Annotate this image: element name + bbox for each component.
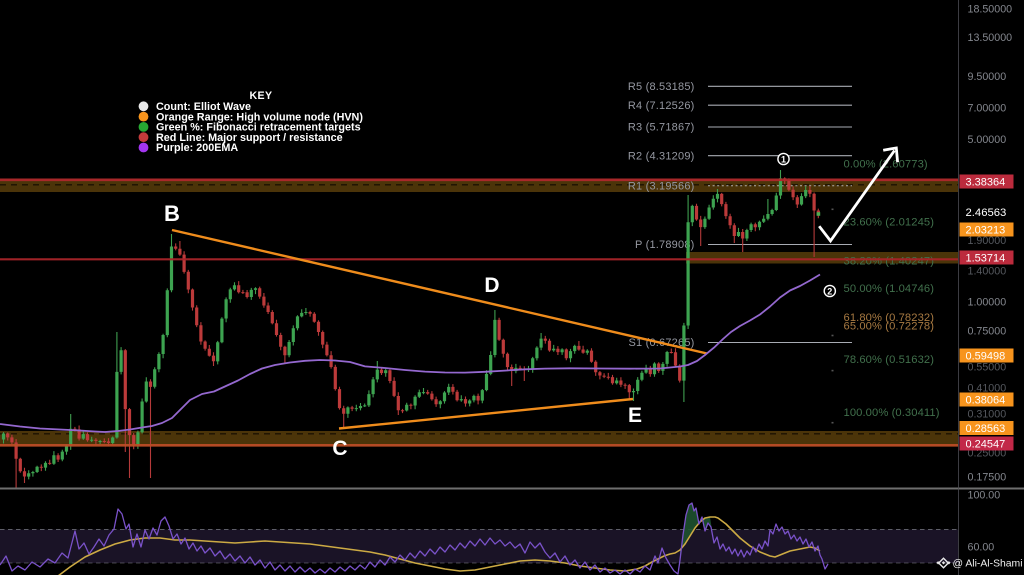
svg-text:3.38364: 3.38364 (966, 176, 1006, 188)
svg-text:60.00: 60.00 (968, 542, 995, 554)
svg-text:0.55000: 0.55000 (968, 362, 1007, 374)
svg-text:0.41000: 0.41000 (968, 383, 1007, 395)
svg-text:1.90000: 1.90000 (968, 235, 1007, 247)
svg-text:C: C (332, 437, 347, 460)
svg-text:E: E (628, 404, 642, 427)
svg-text:R1 (3.19566): R1 (3.19566) (628, 180, 695, 192)
svg-text:38.20% (1.40247): 38.20% (1.40247) (844, 255, 935, 267)
svg-text:0.59498: 0.59498 (966, 350, 1006, 362)
svg-text:0.25000: 0.25000 (968, 448, 1007, 460)
svg-text:78.60% (0.51632): 78.60% (0.51632) (844, 354, 935, 366)
svg-text:0.31000: 0.31000 (968, 409, 1007, 421)
svg-text:0.17500: 0.17500 (968, 472, 1007, 484)
svg-text:0.38064: 0.38064 (966, 394, 1006, 406)
svg-text:R3 (5.71867): R3 (5.71867) (628, 122, 695, 134)
svg-text:@ Ali-Al-Shami: @ Ali-Al-Shami (953, 559, 1023, 570)
svg-text:R4 (7.12526): R4 (7.12526) (628, 100, 695, 112)
svg-text:5.00000: 5.00000 (968, 134, 1007, 146)
svg-text:9.50000: 9.50000 (968, 71, 1007, 83)
svg-text:0.28563: 0.28563 (966, 423, 1006, 435)
svg-text:B: B (164, 201, 180, 226)
svg-text:100.00% (0.30411): 100.00% (0.30411) (844, 407, 940, 419)
svg-text:1.40000: 1.40000 (968, 266, 1007, 278)
svg-text:61.80% (0.78232): 61.80% (0.78232) (844, 312, 935, 324)
svg-text:1: 1 (781, 154, 786, 164)
svg-text:18.50000: 18.50000 (968, 4, 1013, 16)
svg-text:2.03213: 2.03213 (966, 224, 1006, 236)
svg-text:2: 2 (827, 286, 832, 296)
svg-text:Count: Elliot Wave: Count: Elliot Wave (156, 101, 251, 113)
svg-text:1.00000: 1.00000 (968, 297, 1007, 309)
svg-text:Red Line: Major support / resi: Red Line: Major support / resistance (156, 132, 343, 144)
svg-text:13.50000: 13.50000 (968, 32, 1013, 44)
svg-text:23.60% (2.01245): 23.60% (2.01245) (844, 216, 935, 228)
svg-text:100.00: 100.00 (968, 490, 1001, 502)
svg-text:D: D (484, 274, 499, 297)
svg-text:2.46563: 2.46563 (966, 207, 1007, 219)
svg-text:Green %: Fibonacci retracement: Green %: Fibonacci retracement targets (156, 122, 361, 134)
svg-text:7.00000: 7.00000 (968, 103, 1007, 115)
svg-text:R5 (8.53185): R5 (8.53185) (628, 81, 695, 93)
svg-text:0.75000: 0.75000 (968, 326, 1007, 338)
svg-text:Orange Range: High volume node: Orange Range: High volume node (HVN) (156, 111, 363, 123)
svg-text:0.24547: 0.24547 (966, 438, 1006, 450)
svg-text:P (1.78908): P (1.78908) (635, 239, 694, 251)
svg-text:R2 (4.31209): R2 (4.31209) (628, 150, 695, 162)
svg-text:50.00% (1.04746): 50.00% (1.04746) (844, 283, 935, 295)
svg-text:65.00% (0.72278): 65.00% (0.72278) (844, 320, 935, 332)
svg-text:1.53714: 1.53714 (966, 252, 1006, 264)
svg-text:Purple: 200EMA: Purple: 200EMA (156, 142, 238, 154)
svg-text:KEY: KEY (250, 90, 273, 102)
